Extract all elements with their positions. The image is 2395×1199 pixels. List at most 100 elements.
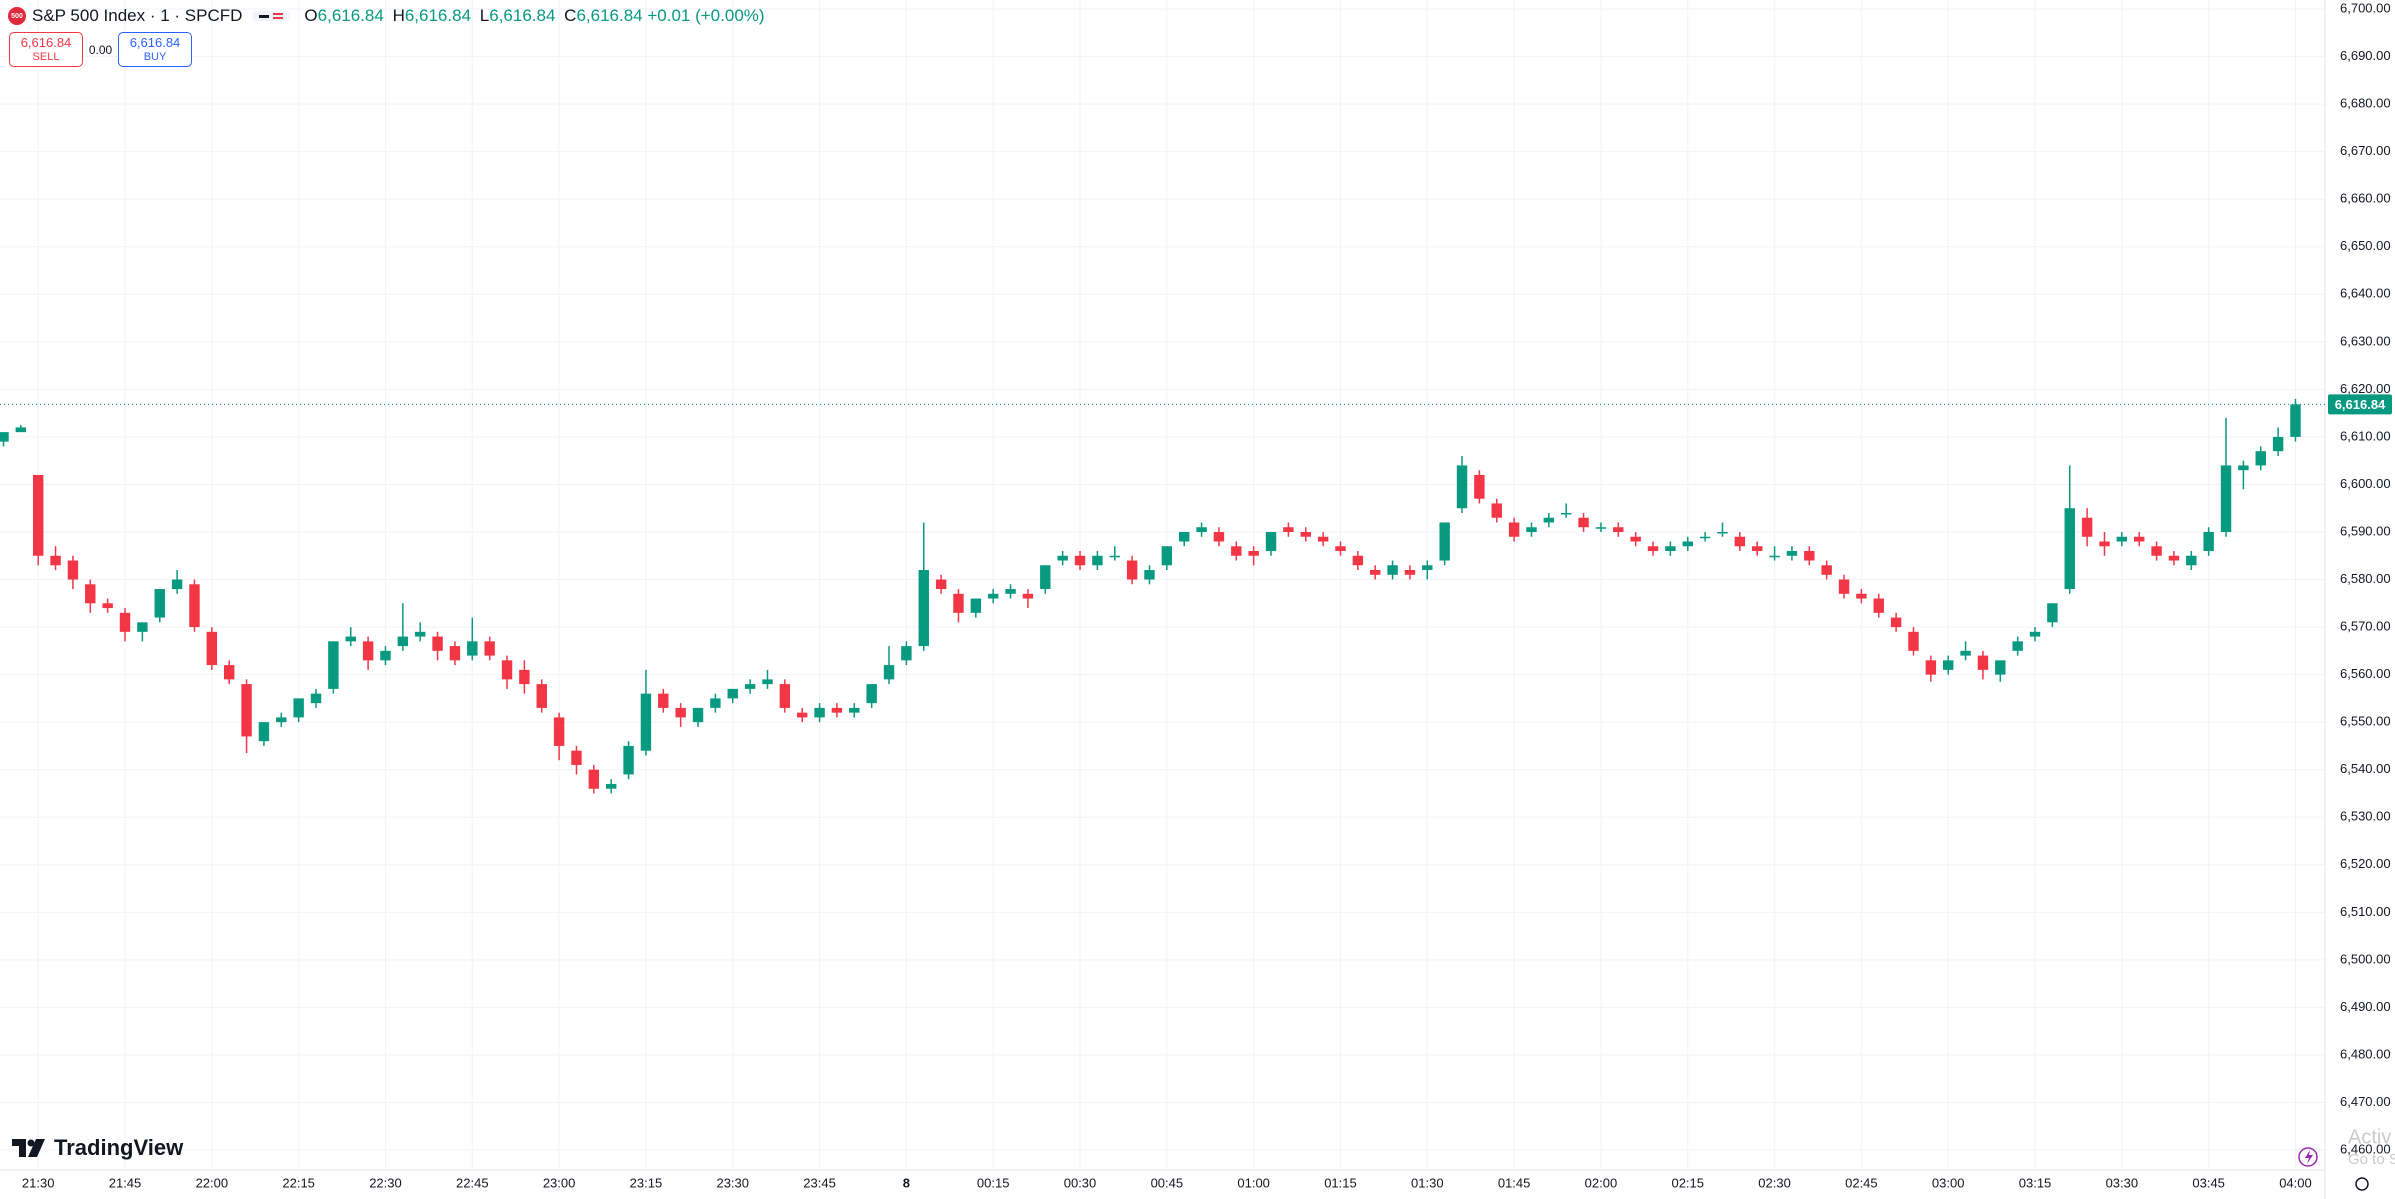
candle [1977, 650, 1989, 680]
candle [2272, 427, 2284, 456]
candle-body [1856, 593, 1867, 599]
brand-logo[interactable]: TradingView [12, 1135, 183, 1161]
last-price-label: 6,616.84 [2335, 397, 2386, 412]
candle [1109, 546, 1120, 561]
candle-body [293, 698, 304, 718]
candle [1925, 655, 1937, 682]
x-tick-label: 00:15 [977, 1175, 1010, 1190]
candle [1092, 551, 1103, 571]
x-tick-label: 03:00 [1932, 1175, 1965, 1190]
candle-body [1838, 579, 1850, 594]
x-tick-label: 04:00 [2279, 1175, 2312, 1190]
candle [276, 712, 287, 727]
candle [553, 712, 565, 761]
symbol-logo: 500 [8, 7, 26, 25]
candle-body [1231, 546, 1242, 556]
candle [1960, 641, 1971, 661]
candle [658, 688, 669, 713]
candle-body [1908, 631, 1919, 651]
candle-body [241, 684, 252, 737]
candle-body [1769, 555, 1780, 558]
candle-body [1977, 655, 1989, 670]
candle [2133, 531, 2145, 547]
x-tick-label: 23:45 [803, 1175, 836, 1190]
candle-body [345, 636, 356, 642]
candle [1474, 470, 1485, 504]
x-tick-label: 00:30 [1064, 1175, 1097, 1190]
y-tick-label: 6,470.00 [2340, 1094, 2391, 1109]
candle [32, 474, 44, 566]
candle [1995, 660, 2006, 682]
candle-body [85, 584, 96, 604]
candle [1439, 522, 1450, 566]
candle-body [154, 589, 165, 618]
candle-body [2186, 555, 2197, 566]
candle-body [67, 560, 79, 580]
candle [2012, 636, 2023, 656]
candle-body [310, 693, 322, 704]
candle-body [796, 712, 808, 718]
candle-body [1126, 560, 1138, 580]
candle-body [1387, 565, 1398, 575]
x-tick-label: 03:45 [2192, 1175, 2225, 1190]
x-tick-label: 01:30 [1411, 1175, 1444, 1190]
candle-body [710, 698, 721, 708]
candle [223, 660, 235, 685]
y-tick-label: 6,670.00 [2340, 143, 2391, 158]
candle [154, 589, 165, 623]
candle-body [397, 636, 409, 647]
candle [1161, 546, 1173, 571]
candle-body [1369, 570, 1381, 575]
candle-body [2047, 603, 2058, 623]
candle [1300, 527, 1311, 542]
symbol-title[interactable]: S&P 500 Index · 1 · SPCFD [32, 6, 243, 25]
candle-body [1335, 546, 1346, 552]
candle [362, 636, 374, 670]
candle [1265, 531, 1277, 556]
trade-panel: 6,616.84 SELL 0.00 6,616.84 BUY [9, 32, 192, 67]
candle [1144, 565, 1155, 585]
candle-body [2064, 508, 2075, 590]
candle [1040, 565, 1051, 594]
candle [1560, 503, 1572, 518]
candle-body [536, 684, 547, 708]
candle-body [414, 631, 426, 637]
y-tick-label: 6,460.00 [2340, 1141, 2391, 1156]
candle [953, 589, 964, 623]
candle-body [137, 622, 148, 632]
candle [1595, 522, 1607, 532]
sell-label: SELL [32, 50, 60, 63]
candle-body [1057, 555, 1068, 561]
status-pill[interactable] [252, 11, 291, 21]
candle-body [987, 593, 999, 599]
candle [796, 707, 808, 723]
candle-body [1526, 527, 1537, 532]
candle [137, 622, 148, 642]
candle-body [1422, 565, 1433, 571]
lightning-button[interactable] [2298, 1147, 2318, 1167]
candle [258, 722, 270, 746]
candle-body [1578, 517, 1589, 528]
candle-body [171, 579, 183, 590]
candle-body [1213, 531, 1225, 542]
buy-button[interactable]: 6,616.84 BUY [118, 32, 192, 67]
ohlc: O6,616.84 H6,616.84 L6,616.84 C6,616.84 … [300, 6, 764, 26]
candle-body [866, 684, 877, 704]
candle [0, 432, 9, 447]
candle-body [362, 641, 374, 661]
candle [1873, 593, 1884, 618]
settings-button[interactable] [2355, 1177, 2369, 1191]
y-tick-label: 6,640.00 [2340, 286, 2391, 301]
candle [206, 627, 218, 670]
candle-body [519, 669, 530, 685]
candle [1856, 589, 1867, 604]
candle [345, 627, 356, 647]
candle [2151, 541, 2162, 561]
x-tick-label: 02:30 [1758, 1175, 1791, 1190]
sell-button[interactable]: 6,616.84 SELL [9, 32, 83, 67]
candle-body [605, 783, 617, 789]
candle [449, 641, 461, 666]
candle [519, 660, 530, 694]
candle-body [467, 641, 478, 656]
candle-body [1300, 531, 1311, 537]
